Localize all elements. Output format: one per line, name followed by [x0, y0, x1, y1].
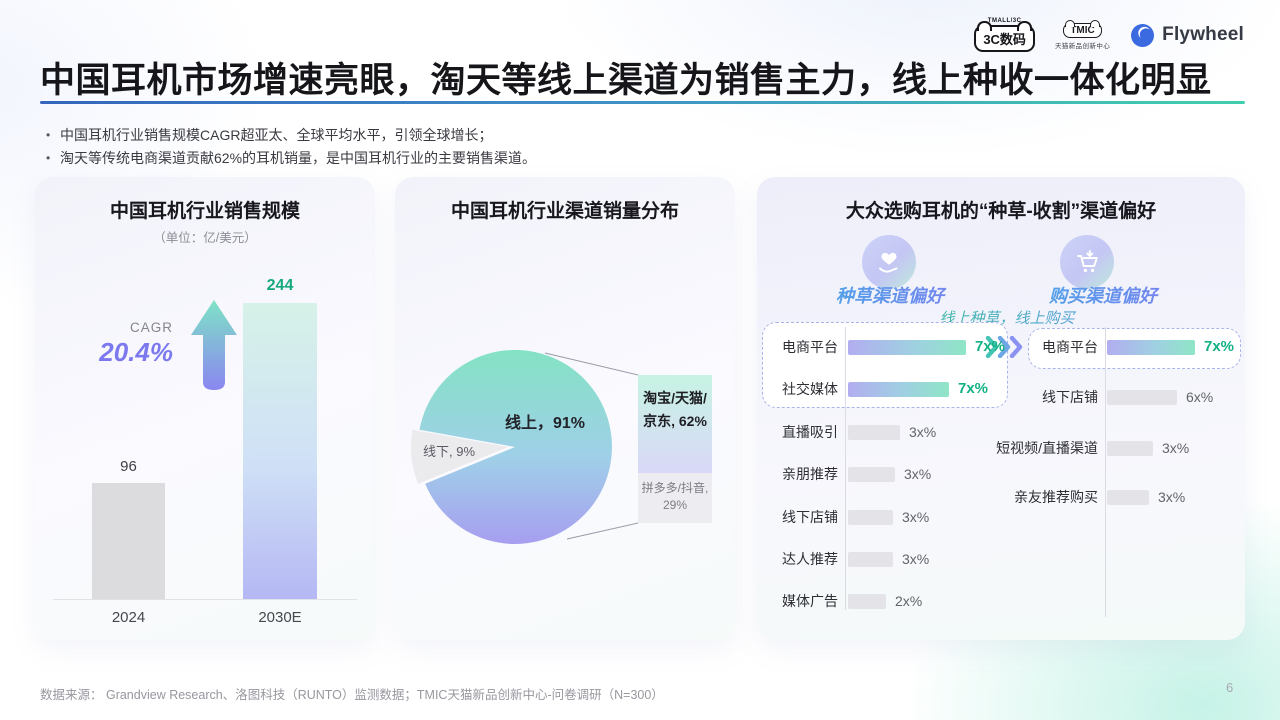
- channel-bar: [1107, 441, 1153, 456]
- title-divider: [40, 101, 1245, 104]
- channel-value: 2x%: [895, 593, 923, 609]
- channel-value: 6x%: [1186, 389, 1214, 405]
- triple-chevron-icon: [985, 336, 1023, 358]
- page-number: 6: [1226, 680, 1234, 695]
- channel-bar: [1107, 490, 1149, 505]
- bullet-list: 中国耳机行业销售规模CAGR超亚太、全球平均水平，引领全球增长； 淘天等传统电商…: [46, 124, 536, 170]
- channel-bar: [1107, 340, 1195, 355]
- flywheel-logo: Flywheel: [1130, 23, 1244, 48]
- pie-slice-offline: [410, 429, 508, 484]
- channel-value: 3x%: [904, 466, 932, 482]
- preference-title: 大众选购耳机的“种草-收割”渠道偏好: [845, 201, 1157, 222]
- bar-2030e: [243, 303, 317, 599]
- channel-value: 3x%: [902, 509, 930, 525]
- logo-row: TMALL/3C 3C数码 TMIC 天猫新品创新中心 Flywheel: [974, 18, 1244, 52]
- pie-label-online: 线上，91%: [504, 415, 586, 432]
- tmic-logo: TMIC 天猫新品创新中心: [1055, 20, 1110, 50]
- channel-bar: [848, 382, 949, 397]
- channel-label: 电商平台: [1042, 339, 1098, 355]
- channel-value: 7x%: [958, 380, 989, 397]
- pie-label-offline: 线下, 9%: [422, 444, 475, 459]
- channel-value: 3x%: [909, 424, 937, 440]
- growth-arrow-icon: [191, 300, 237, 390]
- channel-bar: [848, 552, 893, 567]
- channel-label: 亲朋推荐: [782, 466, 838, 482]
- bar-2024: [92, 483, 165, 599]
- breakdown-label-pdd-line2: 29%: [662, 498, 688, 512]
- sales-chart-title: 中国耳机行业销售规模: [109, 201, 300, 222]
- pie-chart: [410, 349, 639, 544]
- x-tick-2030e: 2030E: [258, 609, 302, 626]
- channel-bar: [848, 340, 966, 355]
- panel-channel-distribution: 中国耳机行业渠道销量分布 线上，91% 线下, 9% 淘宝/天猫/ 京东, 62…: [395, 177, 735, 640]
- breakdown-segment-pdd: [638, 473, 712, 523]
- channel-label: 直播吸引: [782, 424, 838, 440]
- tmall-logo-top-text: TMALL/3C: [987, 18, 1022, 24]
- breakdown-segment-taobao: [638, 375, 712, 473]
- tmic-logo-text: TMIC: [1063, 20, 1102, 38]
- bar-value-2030e: 244: [266, 277, 294, 294]
- channel-label: 短视频/直播渠道: [996, 440, 1098, 456]
- breakdown-label-taobao-line2: 京东, 62%: [643, 413, 707, 429]
- cart-icon: [1060, 235, 1114, 289]
- flywheel-logo-icon: [1131, 23, 1155, 47]
- cagr-value: 20.4%: [99, 337, 173, 367]
- x-axis: [53, 598, 357, 600]
- buy-channel-title: 购买渠道偏好: [1003, 282, 1203, 308]
- seed-chart-axis: [845, 327, 846, 610]
- channel-bar: [848, 594, 886, 609]
- pie-chart-title: 中国耳机行业渠道销量分布: [450, 201, 679, 222]
- pie-slice-online: [419, 349, 612, 544]
- tmall-logo-text: 3C数码: [974, 21, 1035, 52]
- page-title: 中国耳机市场增速亮眼，淘天等线上渠道为销售主力，线上种收一体化明显: [40, 61, 1212, 100]
- channel-bar: [848, 425, 900, 440]
- breakdown-label-pdd-line1: 拼多多/抖音,: [641, 481, 709, 495]
- channel-label: 线下店铺: [1042, 389, 1098, 405]
- channel-bar: [1107, 390, 1177, 405]
- buy-chart-axis: [1105, 327, 1106, 617]
- channel-bar: [848, 467, 895, 482]
- panel-channel-preference: 大众选购耳机的“种草-收割”渠道偏好 种草渠道偏好 购买渠道偏好 线上种草，线上…: [757, 177, 1245, 640]
- flywheel-logo-text: Flywheel: [1162, 24, 1244, 45]
- channel-label: 线下店铺: [782, 509, 838, 525]
- channel-value: 7x%: [1204, 338, 1235, 355]
- channel-value: 3x%: [902, 551, 930, 567]
- cagr-label: CAGR: [129, 320, 173, 335]
- seed-channel-title: 种草渠道偏好: [790, 282, 990, 308]
- channel-label: 社交媒体: [782, 381, 838, 397]
- channel-label: 电商平台: [782, 339, 838, 355]
- x-tick-2024: 2024: [111, 609, 146, 626]
- channel-label: 亲友推荐购买: [1014, 489, 1098, 505]
- tmall-3c-logo: TMALL/3C 3C数码: [974, 18, 1035, 52]
- panel-sales-scale: 中国耳机行业销售规模 （单位：亿/美元） CAGR 20.4% 96 244 2…: [35, 177, 375, 640]
- breakdown-label-taobao-line1: 淘宝/天猫/: [643, 390, 707, 406]
- channel-value: 7x%: [975, 338, 1006, 355]
- channel-label: 达人推荐: [782, 551, 838, 567]
- data-source-note: 数据来源： Grandview Research、洛图科技（RUNTO）监测数据…: [40, 688, 664, 702]
- sales-chart-unit: （单位：亿/美元）: [153, 231, 257, 245]
- channel-value: 3x%: [1158, 489, 1186, 505]
- heart-hand-icon: [862, 235, 916, 289]
- channel-value: 3x%: [1162, 440, 1190, 456]
- bullet-item: 淘天等传统电商渠道贡献62%的耳机销量，是中国耳机行业的主要销售渠道。: [46, 147, 536, 170]
- channel-label: 媒体广告: [782, 593, 838, 609]
- channel-bar: [848, 510, 893, 525]
- tmic-logo-subtext: 天猫新品创新中心: [1054, 43, 1111, 50]
- bullet-item: 中国耳机行业销售规模CAGR超亚太、全球平均水平，引领全球增长；: [46, 124, 536, 147]
- bar-value-2024: 96: [120, 458, 137, 475]
